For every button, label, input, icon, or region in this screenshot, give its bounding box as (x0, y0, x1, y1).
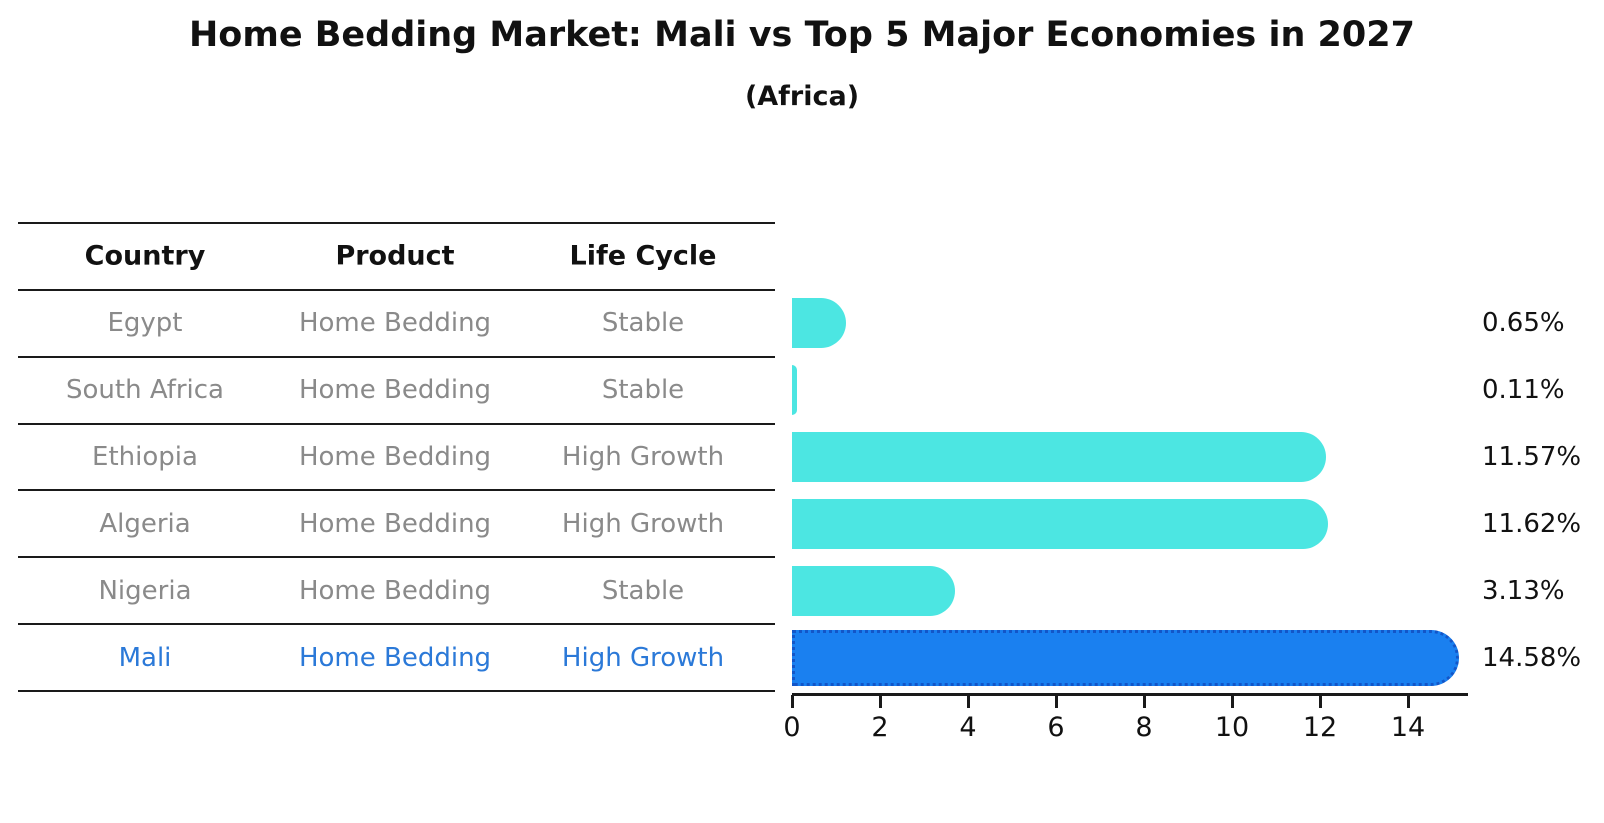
x-axis-tick-label: 6 (1047, 712, 1065, 743)
bar-algeria (792, 498, 1329, 549)
cell-life-cycle-algeria: High Growth (561, 508, 725, 539)
x-axis-tick (967, 695, 970, 708)
x-axis-tick-label: 2 (871, 712, 889, 743)
cell-product-mali: Home Bedding (298, 642, 492, 673)
cell-life-cycle-mali: High Growth (561, 642, 725, 673)
table-divider (18, 422, 775, 425)
cell-country-mali: Mali (118, 642, 172, 673)
table-divider (18, 556, 775, 559)
cell-product-ethiopia: Home Bedding (298, 441, 492, 472)
cell-product-south-africa: Home Bedding (298, 375, 492, 406)
cell-life-cycle-nigeria: Stable (601, 575, 685, 606)
column-header-country: Country (84, 240, 206, 272)
x-axis-tick-label: 14 (1390, 712, 1426, 743)
chart-title: Home Bedding Market: Mali vs Top 5 Major… (189, 15, 1415, 55)
value-label-egypt: 0.65% (1482, 308, 1565, 339)
value-label-mali: 14.58% (1482, 642, 1582, 673)
cell-country-algeria: Algeria (99, 508, 191, 539)
value-label-ethiopia: 11.57% (1482, 441, 1582, 472)
table-divider (18, 623, 775, 626)
x-axis-tick-label: 8 (1135, 712, 1153, 743)
x-axis-tick (791, 695, 794, 708)
table-divider (18, 355, 775, 358)
x-axis-tick (879, 695, 882, 708)
bar-ethiopia (792, 431, 1327, 482)
value-label-nigeria: 3.13% (1482, 575, 1565, 606)
chart-subtitle: (Africa) (744, 81, 860, 112)
x-axis-tick-label: 10 (1214, 712, 1250, 743)
cell-country-south-africa: South Africa (66, 375, 224, 406)
x-axis-line (792, 693, 1468, 696)
table-divider (18, 288, 775, 291)
cell-country-nigeria: Nigeria (98, 575, 192, 606)
x-axis-tick-label: 12 (1302, 712, 1338, 743)
cell-country-ethiopia: Ethiopia (92, 441, 198, 472)
table-divider (18, 222, 775, 224)
cell-life-cycle-ethiopia: High Growth (561, 441, 725, 472)
bar-egypt (792, 298, 846, 349)
value-label-algeria: 11.62% (1482, 508, 1582, 539)
cell-product-nigeria: Home Bedding (298, 575, 492, 606)
table-divider (18, 489, 775, 492)
bar-south-africa (792, 365, 797, 416)
cell-product-egypt: Home Bedding (298, 308, 492, 339)
value-label-south-africa: 0.11% (1482, 375, 1565, 406)
x-axis-tick (1055, 695, 1058, 708)
table-divider (18, 689, 775, 692)
x-axis-tick-label: 4 (959, 712, 977, 743)
x-axis-tick (1231, 695, 1234, 708)
cell-country-egypt: Egypt (107, 308, 183, 339)
bar-nigeria (792, 565, 955, 616)
x-axis-tick (1319, 695, 1322, 708)
bar-mali (792, 629, 1459, 686)
x-axis-tick-label: 0 (783, 712, 801, 743)
cell-life-cycle-south-africa: Stable (601, 375, 685, 406)
column-header-life-cycle: Life Cycle (569, 240, 717, 272)
cell-product-algeria: Home Bedding (298, 508, 492, 539)
x-axis-tick (1143, 695, 1146, 708)
column-header-product: Product (335, 240, 455, 272)
x-axis-tick (1407, 695, 1410, 708)
cell-life-cycle-egypt: Stable (601, 308, 685, 339)
